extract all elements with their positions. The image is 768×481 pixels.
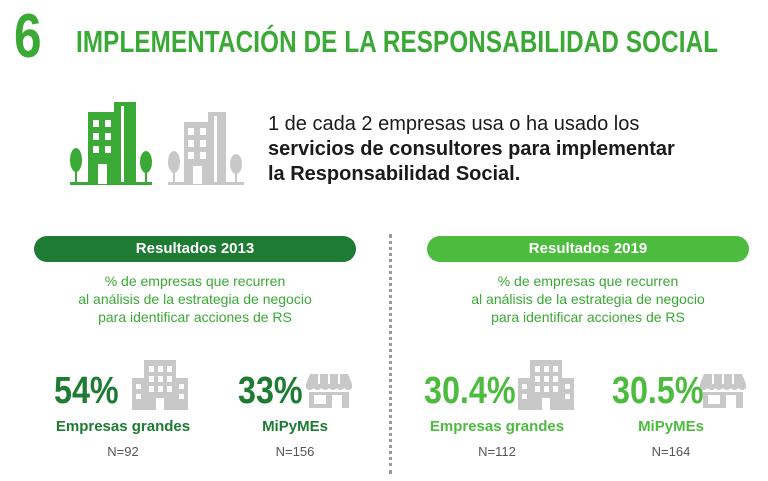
statement-line-1: 1 de cada 2 empresas usa o ha usado los (268, 113, 640, 135)
large-companies-2019-n: N=112 (478, 444, 516, 459)
statement-line-3: la Responsabilidad Social. (268, 163, 521, 185)
section-number: 6 (14, 2, 42, 71)
sme-2013-label: MiPyMEs (262, 418, 328, 435)
sme-2019-value: 30.5% (612, 370, 704, 412)
results-2019-description: % de empresas que recurren al análisis d… (471, 273, 705, 325)
office-building-icon (132, 360, 188, 410)
sme-2013-n: N=156 (275, 444, 315, 459)
building-trees-gray-icon (168, 112, 244, 185)
office-building-icon (518, 360, 574, 410)
sme-2013-value: 33% (238, 370, 303, 412)
large-companies-2019-value: 30.4% (424, 370, 516, 412)
statement: 1 de cada 2 empresas usa o ha usado los … (268, 112, 748, 187)
large-companies-2013-value: 54% (54, 370, 119, 412)
results-2013-description: % de empresas que recurren al análisis d… (78, 273, 312, 325)
large-companies-2013-label: Empresas grandes (55, 418, 191, 435)
large-companies-2019-label: Empresas grandes (429, 418, 565, 435)
storefront-icon (700, 374, 746, 408)
page-title: IMPLEMENTACIÓN DE LA RESPONSABILIDAD SOC… (76, 24, 719, 59)
sme-2019-label: MiPyMEs (638, 418, 704, 435)
large-companies-2013-n: N=92 (107, 444, 139, 459)
results-2013-header: Resultados 2013 (34, 236, 356, 262)
storefront-icon (306, 374, 352, 408)
results-2019-header: Resultados 2019 (427, 236, 749, 262)
sme-2019-n: N=164 (651, 444, 691, 459)
statement-line-2: servicios de consultores para implementa… (268, 138, 675, 160)
panel-divider (389, 234, 392, 474)
building-trees-icon (70, 102, 152, 185)
